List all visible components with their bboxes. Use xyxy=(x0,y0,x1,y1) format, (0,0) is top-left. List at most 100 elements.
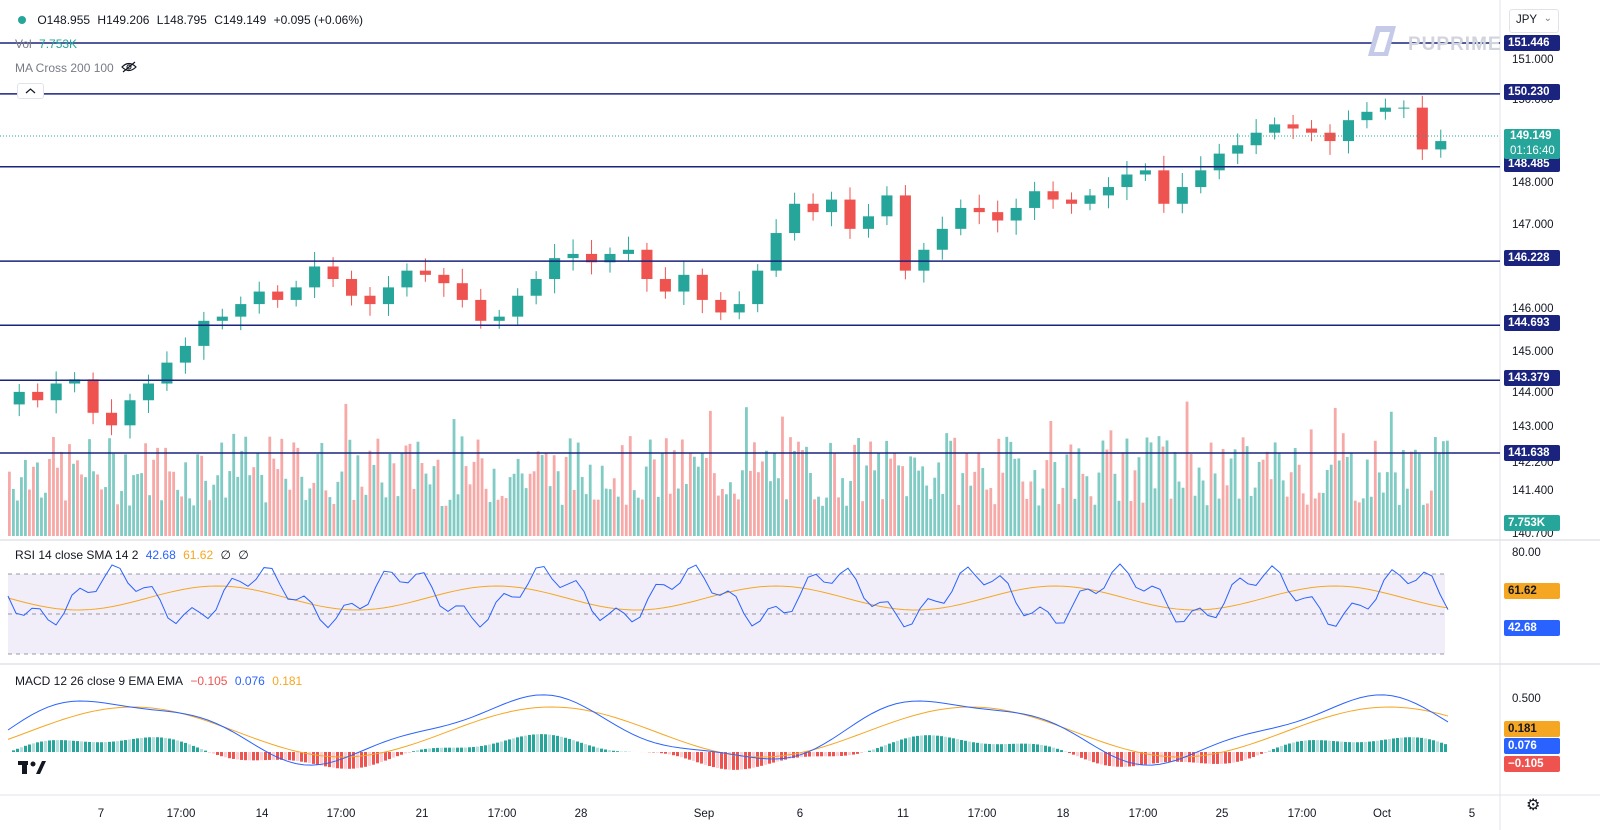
volume-bar xyxy=(232,433,236,536)
macd-histogram-bar xyxy=(1232,752,1235,763)
macd-histogram-bar xyxy=(1400,737,1403,752)
macd-histogram-bar xyxy=(252,752,255,761)
volume-bar xyxy=(1129,501,1133,536)
candle-body xyxy=(346,279,358,296)
volume-bar xyxy=(1177,481,1181,536)
volume-bar xyxy=(636,497,640,536)
macd-histogram-bar xyxy=(168,738,171,752)
macd-legend[interactable]: MACD 12 26 close 9 EMA EMA −0.105 0.076 … xyxy=(15,674,306,688)
ma-cross-legend[interactable]: MA Cross 200 100 xyxy=(15,61,141,76)
macd-histogram-bar xyxy=(84,741,87,752)
macd-histogram-bar xyxy=(36,742,39,752)
macd-histogram-bar xyxy=(1280,746,1283,752)
macd-histogram-bar xyxy=(404,752,407,754)
macd-histogram-bar xyxy=(592,746,595,752)
rsi-legend[interactable]: RSI 14 close SMA 14 2 42.68 61.62 ∅ ∅ xyxy=(15,548,253,562)
volume-bar xyxy=(1017,458,1021,536)
volume-bar xyxy=(580,477,584,536)
macd-histogram-bar xyxy=(352,752,355,769)
volume-bar xyxy=(1049,420,1053,536)
volume-bar xyxy=(12,488,15,536)
settings-gear-icon[interactable]: ⚙ xyxy=(1526,797,1541,814)
macd-histogram-bar xyxy=(428,748,431,752)
volume-bar xyxy=(1145,437,1149,536)
volume-bar xyxy=(124,454,127,536)
horizontal-line-price-label[interactable]: 150.230 xyxy=(1504,84,1560,100)
macd-histogram-bar xyxy=(464,747,467,752)
collapse-legend-button[interactable] xyxy=(17,83,44,99)
macd-histogram-bar xyxy=(288,752,291,761)
volume-bar xyxy=(1333,407,1337,536)
horizontal-line-price-label[interactable]: 141.638 xyxy=(1504,445,1560,461)
horizontal-line-price-label[interactable]: 151.446 xyxy=(1504,35,1560,51)
macd-histogram-bar xyxy=(1164,752,1167,763)
macd-histogram-bar xyxy=(820,752,823,757)
volume-bar xyxy=(937,462,941,536)
macd-histogram-bar xyxy=(1256,752,1259,756)
volume-bar xyxy=(1329,464,1333,536)
horizontal-line-price-label[interactable]: 146.228 xyxy=(1504,250,1560,266)
macd-histogram-bar xyxy=(1040,744,1043,752)
volume-bar xyxy=(1217,498,1221,536)
volume-bar xyxy=(624,504,628,536)
tradingview-logo-icon[interactable] xyxy=(18,759,48,780)
candle-body xyxy=(918,249,930,271)
volume-legend[interactable]: Vol 7.753K xyxy=(15,37,81,51)
macd-histogram-bar xyxy=(492,743,495,752)
volume-bar xyxy=(496,499,500,536)
macd-histogram-bar xyxy=(92,742,95,752)
volume-bar xyxy=(536,451,540,536)
candle-body xyxy=(1084,195,1096,204)
volume-bar xyxy=(1249,495,1253,536)
macd-histogram-bar xyxy=(804,752,807,757)
volume-bar xyxy=(1309,429,1313,536)
volume-bar xyxy=(116,504,119,536)
candle-body xyxy=(1287,124,1299,129)
macd-histogram-bar xyxy=(996,744,999,752)
volume-bar xyxy=(680,439,684,536)
macd-histogram-bar xyxy=(576,741,579,752)
volume-bar xyxy=(1253,487,1257,536)
volume-bar xyxy=(1025,498,1029,536)
macd-histogram-bar xyxy=(272,752,275,760)
volume-bar xyxy=(861,501,864,536)
horizontal-line-price-label[interactable]: 144.693 xyxy=(1504,315,1560,331)
volume-bar xyxy=(552,455,556,536)
volume-bar xyxy=(1381,492,1385,536)
volume-bar xyxy=(877,452,881,536)
macd-histogram-bar xyxy=(120,740,123,752)
volume-bar xyxy=(92,471,95,536)
volume-bar xyxy=(360,486,364,536)
horizontal-line-price-label[interactable]: 143.379 xyxy=(1504,370,1560,386)
volume-bar xyxy=(120,490,123,536)
volume-bar xyxy=(568,438,572,536)
eye-hidden-icon[interactable] xyxy=(121,61,137,76)
volume-bar xyxy=(44,492,47,536)
volume-bar xyxy=(56,467,59,536)
macd-histogram-bar xyxy=(1028,743,1031,752)
volume-bar xyxy=(304,500,308,536)
macd-histogram-bar xyxy=(108,741,111,752)
currency-select[interactable]: JPY ⌄ xyxy=(1509,9,1559,33)
volume-bar xyxy=(60,451,63,536)
macd-histogram-bar xyxy=(960,739,963,752)
volume-bar xyxy=(1021,481,1025,536)
macd-histogram-bar xyxy=(244,752,247,761)
macd-histogram-bar xyxy=(668,752,671,755)
macd-histogram-bar xyxy=(1220,752,1223,764)
macd-histogram-bar xyxy=(1392,738,1395,752)
volume-bar xyxy=(196,454,200,536)
macd-histogram-bar xyxy=(748,752,751,769)
volume-bar xyxy=(1385,472,1389,536)
volume-bar xyxy=(757,472,760,536)
macd-histogram-bar xyxy=(1128,752,1131,767)
candle-body xyxy=(1232,145,1244,154)
macd-histogram-bar xyxy=(520,736,523,752)
macd-histogram-bar xyxy=(840,752,843,756)
volume-bar xyxy=(664,438,668,536)
macd-histogram-bar xyxy=(828,752,831,757)
volume-bar xyxy=(1085,476,1089,536)
horizontal-line-price-label[interactable]: 148.485 xyxy=(1504,156,1560,172)
volume-bar xyxy=(192,505,196,536)
